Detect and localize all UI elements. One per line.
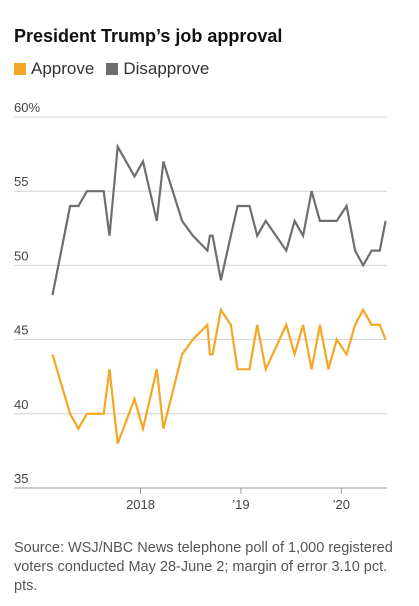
line-chart: 60% 55 50 45 40 35 2018 ’19 ’20: [14, 100, 387, 512]
legend-item-approve: Approve: [14, 59, 94, 79]
y-tick-label: 40: [14, 397, 28, 412]
source-note: Source: WSJ/NBC News telephone poll of 1…: [14, 540, 393, 594]
legend-swatch-disapprove: [106, 63, 119, 75]
x-tick-label: ’19: [232, 497, 249, 512]
legend-swatch-approve: [14, 63, 26, 75]
chart-title: President Trump’s job approval: [14, 26, 283, 46]
y-tick-label: 55: [14, 174, 28, 189]
legend-label-approve: Approve: [31, 59, 95, 78]
legend-item-disapprove: Disapprove: [106, 59, 209, 79]
chart-legend: Approve Disapprove: [14, 59, 221, 79]
y-tick-label: 35: [14, 471, 28, 486]
x-tick-label: ’20: [333, 497, 350, 512]
series-line-approve: [51, 307, 387, 444]
y-tick-label: 45: [14, 323, 28, 338]
legend-label-disapprove: Disapprove: [123, 59, 210, 78]
x-tick-label: 2018: [126, 497, 155, 512]
y-tick-label: 50: [14, 248, 28, 263]
series-line-disapprove: [51, 143, 387, 296]
y-tick-label: 60%: [14, 100, 40, 115]
